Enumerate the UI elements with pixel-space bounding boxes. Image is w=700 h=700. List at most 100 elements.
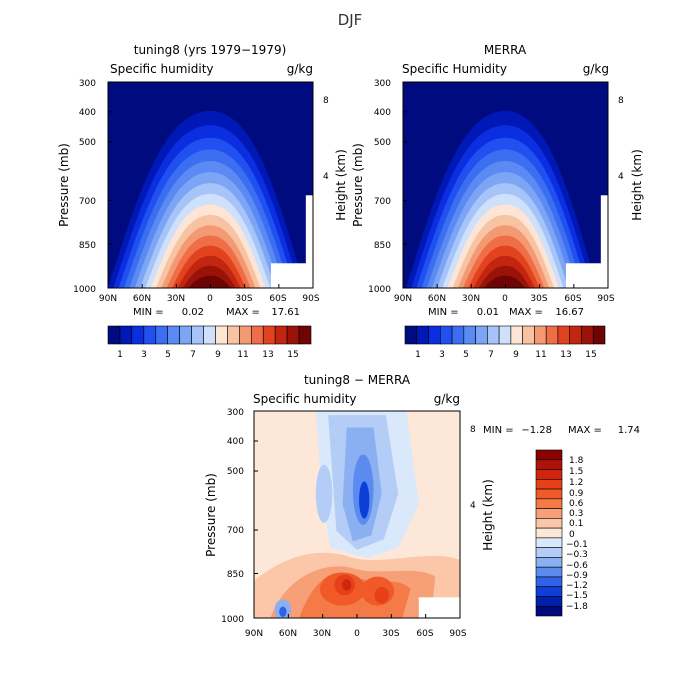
colorbar-label: 15 [287,350,298,360]
y-tick-label: 300 [374,79,391,89]
colorbar-swatch [535,478,563,490]
x-tick-label: 90S [449,629,466,639]
y-right-tick-label: 8 [323,96,329,106]
colorbar [404,325,606,345]
colorbar-swatch [439,325,453,345]
contour-band [187,275,231,288]
x-tick-label: 30S [530,294,547,304]
y-axis-right-label: Height (km) [334,149,348,220]
x-tick-label: 60S [416,629,433,639]
heatmap-field [403,82,608,288]
colorbar-swatch [179,325,192,345]
y-right-tick-label: 4 [470,501,476,511]
colorbar-label: 0.9 [569,489,584,499]
colorbar-label: 11 [237,350,248,360]
y-right-tick-label: 8 [470,425,476,435]
y-tick-label: 500 [79,138,96,148]
x-tick-label: 90N [394,294,412,304]
colorbar-swatch [262,325,276,345]
colorbar-swatch [215,325,228,345]
x-tick-label: 30N [462,294,480,304]
y-axis-right-label: Height (km) [481,479,495,550]
colorbar-label: 9 [513,350,519,360]
missing-data-region [305,195,313,288]
colorbar-swatch [298,325,312,345]
contour-band [359,481,370,519]
x-tick-label: 0 [502,294,508,304]
y-tick-label: 700 [227,526,244,536]
panel-title: MERRA [484,43,527,57]
x-tick-label: 30N [313,629,331,639]
max-label: MAX = [226,307,260,318]
y-tick-label: 850 [79,241,96,251]
colorbar-swatch [498,325,512,345]
colorbar-swatch [592,325,606,345]
colorbar-swatch [463,325,476,345]
x-tick-label: 30S [382,629,399,639]
colorbar [107,325,312,345]
colorbar-swatch [535,459,563,470]
colorbar-label: 11 [535,350,546,360]
colorbar-swatch [131,325,145,345]
colorbar-label: −1.8 [566,602,588,612]
stats-line: MIN = −1.28 MAX = 1.74 [483,425,640,436]
units-label: g/kg [434,392,460,406]
colorbar-label: 0.1 [569,519,583,529]
min-label: MIN = [133,307,164,318]
colorbar-swatch [428,325,441,345]
x-tick-label: 0 [207,294,213,304]
x-tick-label: 90S [597,294,614,304]
y-axis-label: Pressure (mb) [351,143,365,227]
colorbar-swatch [535,547,563,558]
contour-band [279,606,287,617]
panel-title: tuning8 (yrs 1979−1979) [134,43,287,57]
colorbar-label: 0.3 [569,509,583,519]
colorbar-swatch [535,488,563,500]
colorbar-swatch [535,576,563,588]
colorbar-swatch [535,537,563,548]
colorbar-swatch [475,325,488,345]
colorbar-swatch [107,325,121,345]
y-axis-label: Pressure (mb) [204,473,218,557]
colorbar-swatch [239,325,252,345]
missing-data-region [600,195,608,288]
colorbar-swatch [535,518,563,529]
colorbar-swatch [581,325,594,345]
colorbar-label: 13 [560,350,571,360]
colorbar-label: 1 [415,350,421,360]
y-axis-right-label: Height (km) [630,149,644,220]
colorbar-swatch [535,469,563,480]
x-tick-label: 60N [279,629,297,639]
colorbar-swatch [203,325,216,345]
colorbar-swatch [167,325,180,345]
colorbar-label: −1.5 [566,591,588,601]
units-label: g/kg [287,62,313,76]
colorbar-label: −0.3 [566,550,588,560]
y-tick-label: 850 [374,241,391,251]
colorbar-label: −0.1 [566,540,588,550]
colorbar [535,449,563,617]
colorbar-swatch [569,325,582,345]
colorbar-label: 3 [439,350,445,360]
colorbar-swatch [191,325,204,345]
max-label: MAX = [509,307,543,318]
colorbar-swatch [534,325,547,345]
x-tick-label: 30S [235,294,252,304]
max-value: 17.61 [271,307,300,318]
stats-line: MIN = 0.02 MAX = 17.61 [133,307,300,318]
y-tick-label: 700 [79,197,96,207]
x-tick-label: 90S [302,294,319,304]
y-tick-label: 300 [227,408,244,418]
max-value: 16.67 [555,307,584,318]
colorbar-swatch [535,527,563,539]
colorbar-swatch [535,596,563,607]
min-label: MIN = [428,307,459,318]
panel-reanalysis: MERRA Specific Humidity g/kg Pressure (m… [351,43,644,360]
colorbar-swatch [404,325,418,345]
colorbar-label: 15 [585,350,596,360]
colorbar-label: 5 [463,350,469,360]
x-tick-label: 60N [428,294,446,304]
colorbar-label: 0.6 [569,499,584,509]
x-tick-label: 90N [245,629,263,639]
